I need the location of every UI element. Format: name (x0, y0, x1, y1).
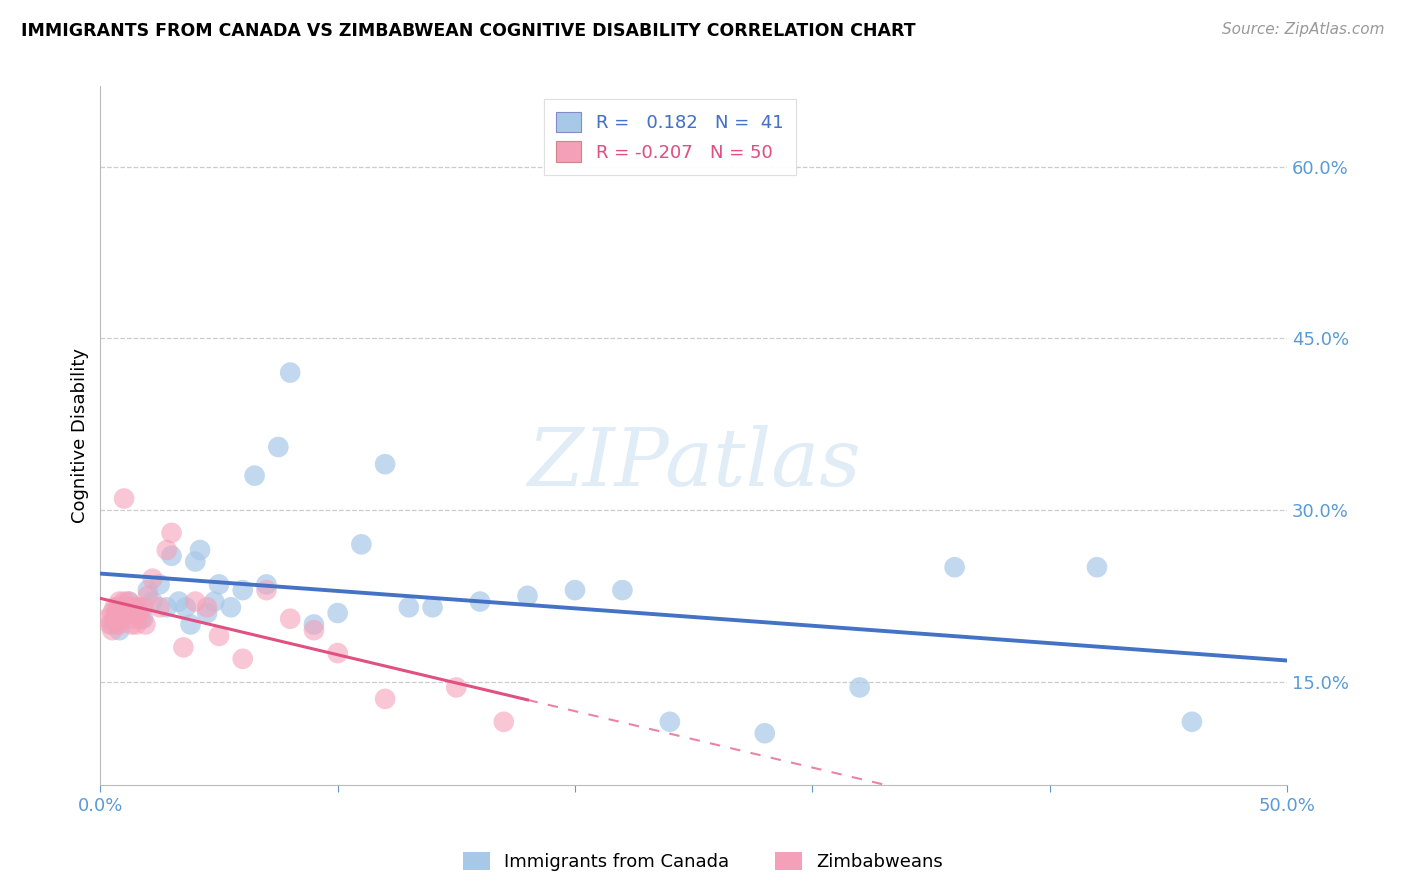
Legend: R =   0.182   N =  41, R = -0.207   N = 50: R = 0.182 N = 41, R = -0.207 N = 50 (544, 99, 796, 175)
Point (125, 617, 148, 632)
Point (136, 583, 159, 598)
Point (103, 612, 125, 626)
Point (115, 600, 138, 615)
Point (101, 623, 124, 637)
Point (132, 600, 155, 615)
Point (172, 640, 194, 655)
Point (195, 600, 218, 615)
Point (129, 612, 152, 626)
Point (232, 652, 254, 666)
Point (108, 623, 131, 637)
Point (149, 600, 172, 615)
Point (115, 606, 138, 620)
Point (180, 617, 202, 632)
Point (326, 646, 349, 660)
Point (127, 606, 149, 620)
Point (174, 600, 197, 615)
Point (350, 537, 373, 551)
Point (105, 617, 128, 632)
Point (108, 606, 131, 620)
Point (142, 572, 165, 586)
Point (188, 543, 211, 558)
Point (256, 583, 278, 598)
Point (208, 629, 231, 643)
Point (108, 617, 131, 632)
Point (374, 692, 396, 706)
Point (1085, 560, 1108, 574)
Point (127, 600, 149, 615)
Point (278, 612, 301, 626)
Text: ZIPatlas: ZIPatlas (527, 425, 860, 502)
Point (111, 612, 134, 626)
Point (134, 617, 156, 632)
Point (120, 600, 142, 615)
Point (202, 594, 225, 608)
Point (468, 594, 491, 608)
Point (184, 594, 207, 608)
Point (149, 577, 172, 591)
Point (112, 606, 135, 620)
Point (754, 726, 776, 740)
Point (184, 554, 207, 568)
Point (105, 600, 128, 615)
Point (120, 617, 142, 632)
Point (125, 600, 148, 615)
Point (160, 549, 183, 563)
Point (219, 600, 242, 615)
Point (256, 577, 278, 591)
Point (132, 612, 155, 626)
Point (142, 594, 165, 608)
Point (302, 623, 325, 637)
Point (612, 583, 634, 598)
Point (156, 600, 179, 615)
Point (105, 606, 128, 620)
Point (167, 594, 190, 608)
Text: IMMIGRANTS FROM CANADA VS ZIMBABWEAN COGNITIVE DISABILITY CORRELATION CHART: IMMIGRANTS FROM CANADA VS ZIMBABWEAN COG… (21, 22, 915, 40)
Point (516, 589, 538, 603)
Point (118, 594, 141, 608)
Text: Source: ZipAtlas.com: Source: ZipAtlas.com (1222, 22, 1385, 37)
Point (374, 457, 396, 471)
Point (122, 600, 145, 615)
Point (658, 714, 681, 729)
Point (118, 594, 141, 608)
Point (1181, 714, 1204, 729)
Point (112, 594, 135, 608)
Point (848, 681, 870, 695)
Point (136, 589, 159, 603)
Point (101, 617, 124, 632)
Legend: Immigrants from Canada, Zimbabweans: Immigrants from Canada, Zimbabweans (456, 845, 950, 879)
Point (422, 600, 444, 615)
Point (112, 606, 135, 620)
Point (564, 583, 586, 598)
Point (446, 681, 468, 695)
Point (118, 600, 141, 615)
Point (98, 617, 121, 632)
Point (112, 600, 135, 615)
Point (302, 617, 325, 632)
Point (111, 600, 134, 615)
Point (267, 440, 290, 454)
Point (108, 594, 131, 608)
Point (208, 577, 231, 591)
Point (492, 714, 515, 729)
Point (326, 606, 349, 620)
Point (398, 600, 420, 615)
Point (122, 612, 145, 626)
Point (125, 606, 148, 620)
Point (232, 583, 254, 598)
Point (278, 366, 301, 380)
Point (112, 491, 135, 506)
Point (943, 560, 966, 574)
Point (160, 525, 183, 540)
Point (96, 612, 118, 626)
Y-axis label: Cognitive Disability: Cognitive Disability (72, 348, 89, 523)
Point (243, 468, 266, 483)
Point (103, 600, 125, 615)
Point (101, 606, 124, 620)
Point (156, 543, 179, 558)
Point (195, 606, 218, 620)
